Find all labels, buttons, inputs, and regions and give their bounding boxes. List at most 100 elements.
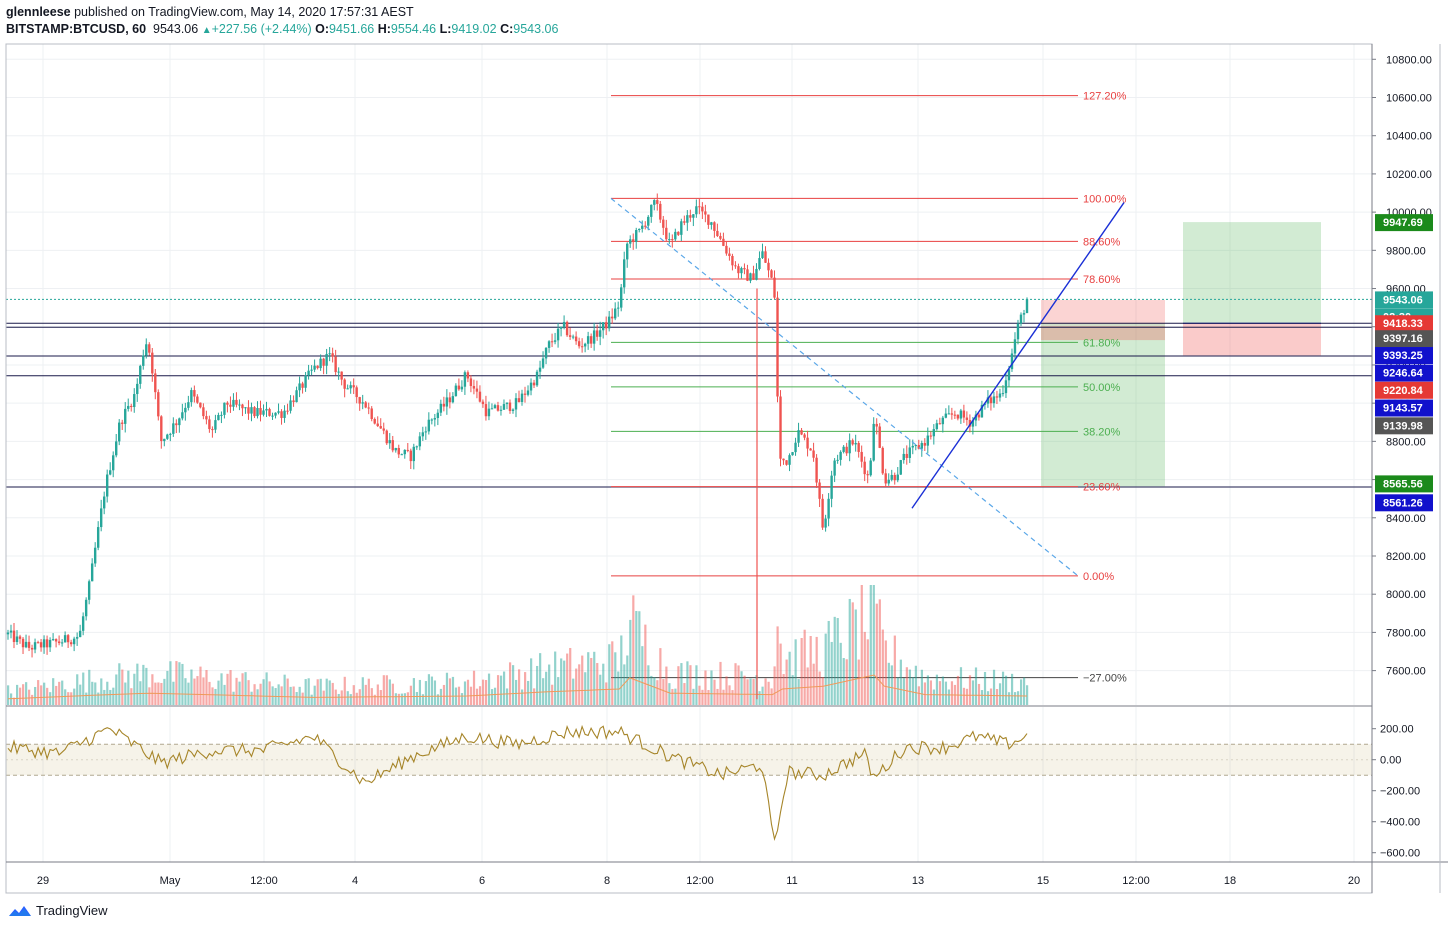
volume-bar-245	[743, 675, 746, 705]
candle-body-9	[33, 642, 37, 650]
trend-drawings[interactable]	[610, 197, 1125, 577]
candle-body-6	[24, 641, 28, 648]
candle-body-321	[971, 420, 975, 427]
candle-body-219	[665, 227, 668, 240]
volume-bar-78	[241, 673, 244, 705]
volume-bar-328	[992, 669, 996, 705]
author-name[interactable]: glennleese	[6, 5, 71, 19]
volume-bar-318	[962, 687, 966, 705]
candle-body-233	[707, 214, 710, 225]
candle-body-73	[226, 402, 229, 405]
volume-bar-240	[728, 685, 731, 705]
volume-bar-58	[181, 663, 184, 705]
candle-body-324	[980, 404, 984, 418]
candle-body-188	[571, 336, 575, 338]
rsi-axis[interactable]: 200.00 0.00 −200.00 −400.00 −600.00	[1372, 724, 1420, 860]
volume-bar-140	[427, 674, 431, 705]
time-axis[interactable]: 29 May 12:00 4 6 8 12:00 11 13 15 12:00 18 20	[37, 875, 1360, 887]
volume-bar-95	[292, 686, 295, 705]
volume-bar-53	[166, 670, 169, 705]
candle-body-152	[463, 372, 467, 387]
volume-bar-180	[548, 664, 551, 705]
candle-body-311	[941, 417, 945, 425]
volume-bar-275	[833, 616, 836, 705]
candle-body-31	[99, 508, 103, 528]
volume-bar-162	[493, 687, 497, 705]
volume-bar-193	[587, 652, 590, 705]
volume-bar-329	[995, 689, 999, 705]
volume-bar-104	[319, 678, 322, 705]
volume-bar-302	[914, 665, 917, 705]
candle-body-332	[1004, 380, 1008, 394]
volume-bar-96	[295, 692, 298, 705]
volume-bar-63	[196, 676, 199, 705]
volume-bar-322	[974, 667, 978, 705]
volume-bar-171	[521, 689, 524, 705]
candle-body-184	[559, 326, 563, 329]
candle-body-21	[69, 642, 73, 645]
candle-body-121	[370, 408, 373, 420]
volume-bar-100	[307, 678, 310, 705]
volume-bar-90	[277, 684, 280, 705]
candle-body-123	[376, 423, 379, 427]
up-triangle-icon: ▲	[201, 25, 212, 36]
candle-body-68	[211, 429, 214, 431]
fibonacci-retracement[interactable]: 127.20% 100.00% 88.60% 78.60% 61.80% 50.00% 38…	[611, 91, 1127, 685]
x-tick-label-1: May	[160, 875, 181, 887]
candle-body-318	[962, 410, 966, 418]
candle-body-294	[890, 474, 893, 480]
candle-body-148	[451, 396, 455, 403]
candle-body-204	[620, 287, 623, 308]
price-tag-label-0: 9947.69	[1383, 217, 1423, 229]
candle-body-150	[457, 385, 461, 390]
candle-body-103	[316, 365, 319, 369]
candle-body-115	[352, 385, 355, 388]
candle-body-336	[1016, 323, 1020, 340]
candle-body-194	[589, 336, 593, 344]
symbol-name[interactable]: BITSTAMP:BTCUSD, 60	[6, 22, 147, 36]
candle-body-105	[322, 358, 325, 366]
candle-body-71	[220, 414, 223, 416]
candle-body-42	[133, 394, 136, 408]
tradingview-footer[interactable]: TradingView	[8, 903, 108, 918]
volume-bar-137	[418, 679, 422, 705]
ascending-trend-line	[911, 202, 1125, 509]
rsi-tick-label-1: 0.00	[1380, 755, 1401, 767]
candle-body-16	[54, 639, 58, 642]
footer-brand: TradingView	[36, 903, 108, 918]
volume-bar-296	[896, 677, 899, 705]
candle-body-156	[475, 388, 479, 392]
candle-body-187	[568, 335, 572, 337]
candle-body-319	[965, 417, 969, 420]
candle-body-144	[439, 403, 443, 413]
candle-body-201	[610, 316, 614, 319]
volume-bar-33	[106, 681, 109, 705]
candle-body-49	[154, 373, 157, 393]
candle-body-303	[917, 445, 920, 449]
volume-bar-8	[31, 694, 34, 705]
volume-bar-308	[932, 689, 936, 705]
x-tick-label-9: 15	[1037, 875, 1049, 887]
y-tick-label-0: 7600.00	[1386, 666, 1426, 678]
candle-body-4	[18, 636, 22, 639]
volume-bar-222	[674, 688, 677, 705]
volume-bar-12	[43, 682, 46, 705]
candle-body-200	[607, 316, 611, 329]
volume-bar-165	[502, 671, 506, 705]
short-target-zone	[1183, 222, 1321, 324]
volume-bar-254	[770, 688, 773, 705]
candle-body-64	[199, 402, 202, 408]
volume-bar-141	[430, 676, 434, 705]
candle-body-195	[592, 330, 596, 344]
volume-bar-7	[28, 689, 31, 705]
candle-body-249	[755, 268, 758, 280]
volume-bar-163	[496, 675, 500, 705]
candle-body-100	[307, 370, 310, 376]
volume-bar-330	[998, 683, 1002, 705]
candle-body-238	[722, 238, 725, 246]
volume-bar-250	[758, 691, 761, 705]
volume-bar-205	[623, 664, 626, 705]
volume-bar-164	[499, 675, 503, 705]
volume-bar-303	[917, 686, 920, 705]
